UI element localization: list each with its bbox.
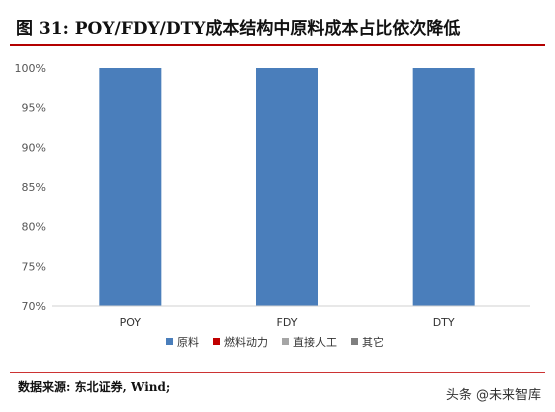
watermark: 头条 @未来智库 — [445, 388, 541, 403]
y-tick-label: 100% — [15, 62, 46, 75]
legend-label: 燃料动力 — [224, 335, 268, 349]
legend-label: 直接人工 — [293, 335, 337, 349]
legend-label: 其它 — [362, 335, 384, 349]
y-tick-label: 85% — [22, 181, 46, 194]
x-tick-label: FDY — [277, 316, 298, 329]
bar-segment-FDY-0 — [256, 68, 318, 306]
x-tick-label: POY — [120, 316, 142, 329]
legend-swatch — [282, 338, 289, 345]
y-axis: 70% 75% 80% 85% 90% 95% 100% — [15, 62, 46, 313]
title-divider — [10, 44, 545, 46]
y-tick-label: 70% — [22, 300, 46, 313]
source-divider — [10, 372, 545, 373]
y-tick-label: 80% — [22, 221, 46, 234]
stacked-bar-chart: 70% 75% 80% 85% 90% 95% 100% 89.1985.275.26 PO… — [15, 62, 530, 349]
y-tick-label: 75% — [22, 260, 46, 273]
y-tick-label: 95% — [22, 102, 46, 115]
bar-segment-POY-0 — [99, 68, 162, 306]
legend-swatch — [213, 338, 220, 345]
bars-group: 89.1985.275.26 — [99, 68, 475, 306]
chart-title: 图 31: POY/FDY/DTY成本结构中原料成本占比依次降低 — [16, 19, 461, 39]
legend-swatch — [351, 338, 358, 345]
legend-label: 原料 — [177, 335, 199, 349]
y-tick-label: 90% — [22, 141, 46, 154]
data-source: 数据来源: 东北证券, Wind; — [18, 380, 171, 394]
bar-segment-DTY-0 — [412, 68, 475, 306]
figure-header: 图 31: POY/FDY/DTY成本结构中原料成本占比依次降低 — [0, 0, 555, 46]
legend-swatch — [166, 338, 173, 345]
x-axis: POY FDY DTY — [52, 305, 530, 329]
x-tick-label: DTY — [433, 316, 455, 329]
legend: 原料 燃料动力 直接人工 其它 — [166, 335, 384, 349]
